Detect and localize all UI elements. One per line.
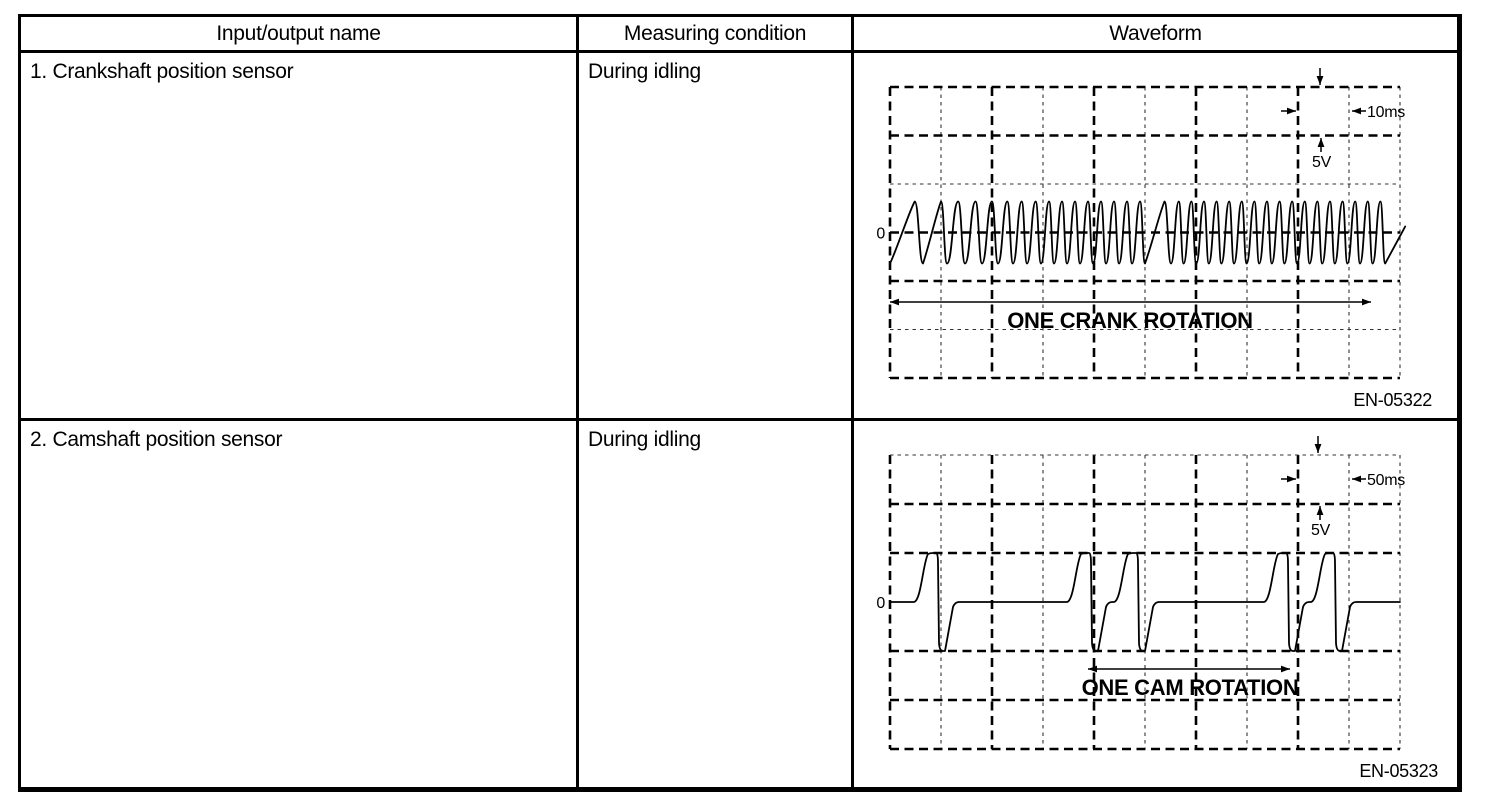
arrowhead bbox=[1316, 76, 1324, 85]
arrowhead bbox=[1287, 107, 1296, 115]
figure-number-label: EN-05323 bbox=[1359, 761, 1438, 781]
arrowhead bbox=[1317, 138, 1325, 147]
column-header-waveform: Waveform bbox=[854, 17, 1457, 53]
waveform-cell-crankshaft bbox=[854, 53, 1457, 421]
figure-number-label: EN-05322 bbox=[1353, 390, 1432, 410]
arrowhead bbox=[1352, 107, 1361, 115]
io-name-camshaft: 2. Camshaft position sensor bbox=[21, 421, 579, 787]
time-per-division-label: 10ms bbox=[1367, 104, 1405, 121]
column-header-measuring-condition: Measuring condition bbox=[579, 17, 854, 53]
arrowhead bbox=[1362, 298, 1371, 306]
zero-axis-label: 0 bbox=[876, 226, 885, 243]
column-header-input-output-name: Input/output name bbox=[21, 17, 579, 53]
arrowhead bbox=[1281, 665, 1290, 673]
measuring-condition-crankshaft: During idling bbox=[579, 53, 854, 421]
io-name-crankshaft: 1. Crankshaft position sensor bbox=[21, 53, 579, 421]
waveform-trace bbox=[889, 552, 1401, 652]
volts-per-division-label: 5V bbox=[1312, 154, 1332, 171]
measuring-condition-camshaft: During idling bbox=[579, 421, 854, 787]
arrowhead bbox=[1088, 665, 1097, 673]
arrowhead bbox=[1287, 475, 1296, 483]
arrowhead bbox=[1314, 444, 1322, 453]
time-per-division-label: 50ms bbox=[1367, 472, 1405, 489]
volts-per-division-label: 5V bbox=[1311, 522, 1331, 539]
crankshaft-waveform-chart: 0 10ms 5V ONE CRANK ROTATION EN-05322 bbox=[876, 68, 1433, 410]
zero-axis-label: 0 bbox=[876, 595, 885, 612]
camshaft-waveform-chart: 0 50ms 5V ONE CAM ROTATION EN-05323 bbox=[876, 436, 1439, 781]
rotation-span-label: ONE CAM ROTATION bbox=[1082, 675, 1299, 700]
arrowhead bbox=[1316, 506, 1324, 515]
arrowhead bbox=[890, 298, 899, 306]
waveform-trace bbox=[889, 200, 1407, 265]
sensor-waveform-table: Input/output name Measuring condition Wa… bbox=[18, 14, 1462, 792]
rotation-span-label: ONE CRANK ROTATION bbox=[1007, 308, 1253, 333]
arrowhead bbox=[1352, 475, 1361, 483]
